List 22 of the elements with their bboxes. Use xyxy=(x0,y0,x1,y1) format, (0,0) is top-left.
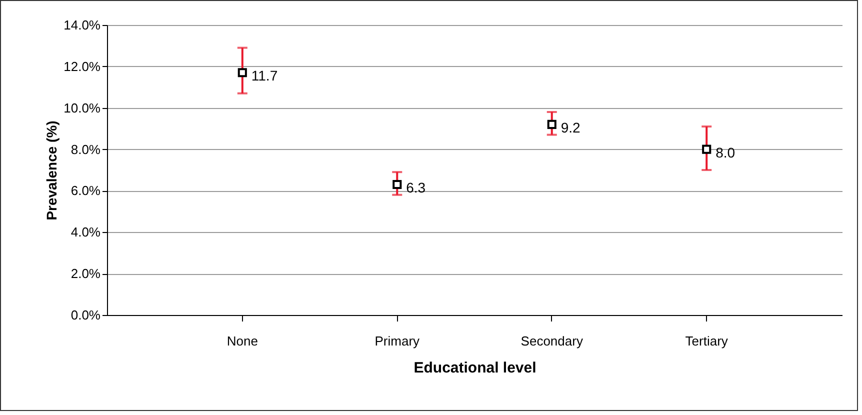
x-tick-label: None xyxy=(226,334,258,348)
y-tick-label: 2.0% xyxy=(70,266,101,282)
point xyxy=(238,68,247,78)
y-tick-label: 4.0% xyxy=(70,224,101,240)
data-label: 6.3 xyxy=(406,180,426,196)
x-tick-label: Secondary xyxy=(520,334,584,348)
y-tick-label: 8.0% xyxy=(70,142,101,157)
point xyxy=(392,180,402,190)
x-tick-label: Tertiary xyxy=(685,334,728,348)
y-tick-label: 14.0% xyxy=(64,18,101,32)
y-axis-title: Prevalence (%) xyxy=(44,120,60,220)
y-tick-label: 12.0% xyxy=(64,58,101,74)
data-label: 8.0 xyxy=(716,144,736,160)
y-tick-label: 0.0% xyxy=(70,308,101,322)
data-label: 11.7 xyxy=(251,68,278,84)
x-tick-label: Primary xyxy=(374,334,420,348)
y-tick-label: 6.0% xyxy=(70,183,101,198)
point xyxy=(702,144,712,154)
point xyxy=(547,120,556,129)
data-label: 9.2 xyxy=(560,119,581,136)
y-tick-label: 10.0% xyxy=(64,100,101,116)
x-axis-title: Educational level xyxy=(414,360,536,376)
